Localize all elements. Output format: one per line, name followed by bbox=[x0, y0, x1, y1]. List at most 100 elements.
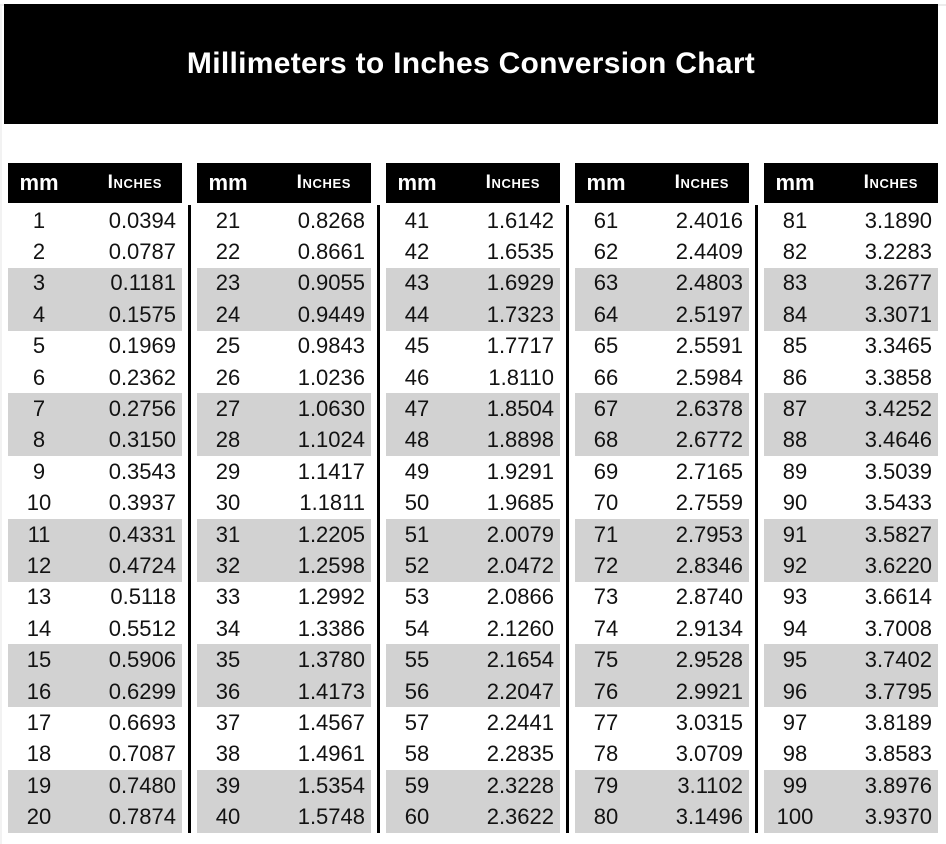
inches-cell: 0.9055 bbox=[297, 270, 365, 296]
mm-cell: 20 bbox=[26, 804, 52, 830]
mm-cell: 50 bbox=[404, 490, 430, 516]
table-row: 49 1.9291 bbox=[386, 456, 560, 487]
table-row: 46 1.8110 bbox=[386, 362, 560, 393]
mm-cell: 97 bbox=[782, 709, 808, 735]
table-row: 36 1.4173 bbox=[197, 675, 371, 708]
mm-cell: 52 bbox=[404, 552, 430, 578]
mm-header-label: mm bbox=[208, 170, 248, 195]
table-row: 75 2.9528 bbox=[575, 644, 749, 676]
table-row: 64 2.5197 bbox=[575, 299, 749, 331]
mm-cell: 69 bbox=[593, 458, 619, 484]
inches-cell: 1.3386 bbox=[297, 615, 365, 641]
mm-cell: 22 bbox=[215, 239, 241, 265]
mm-cell: 73 bbox=[593, 584, 619, 610]
mm-cell: 80 bbox=[593, 804, 619, 830]
table-row: 28 1.1024 bbox=[197, 424, 371, 457]
mm-cell: 33 bbox=[215, 584, 241, 610]
inches-cell: 3.2677 bbox=[864, 270, 932, 296]
inches-cell: 3.7402 bbox=[864, 647, 932, 673]
mm-cell: 88 bbox=[782, 427, 808, 453]
mm-cell: 61 bbox=[593, 207, 619, 233]
mm-cell: 99 bbox=[782, 772, 808, 798]
mm-cell: 34 bbox=[215, 615, 241, 641]
table-row: 86 3.3858 bbox=[764, 362, 938, 393]
inches-cell: 3.8189 bbox=[864, 709, 932, 735]
table-row: 27 1.0630 bbox=[197, 393, 371, 425]
inches-cell: 0.6693 bbox=[108, 709, 176, 735]
mm-cell: 2 bbox=[32, 239, 46, 265]
mm-header-label: mm bbox=[586, 170, 626, 195]
page-title: Millimeters to Inches Conversion Chart bbox=[186, 47, 756, 80]
column-header: mm Inches bbox=[197, 163, 371, 203]
table-row: 17 0.6693 bbox=[8, 707, 182, 738]
table-row: 19 0.7480 bbox=[8, 770, 182, 802]
inches-header-label: Inches bbox=[296, 172, 351, 193]
table-row: 80 3.1496 bbox=[575, 801, 749, 833]
inches-cell: 0.7087 bbox=[108, 741, 176, 767]
inches-cell: 3.4252 bbox=[864, 396, 932, 422]
mm-cell: 3 bbox=[32, 270, 46, 296]
inches-cell: 0.2362 bbox=[108, 364, 176, 390]
inches-cell: 2.6772 bbox=[675, 427, 743, 453]
table-row: 71 2.7953 bbox=[575, 518, 749, 551]
inches-cell: 3.3858 bbox=[864, 364, 932, 390]
mm-cell: 7 bbox=[32, 396, 46, 422]
mm-cell: 68 bbox=[593, 427, 619, 453]
inches-cell: 3.6220 bbox=[864, 552, 932, 578]
table-row: 79 3.1102 bbox=[575, 770, 749, 802]
inches-cell: 1.7717 bbox=[486, 333, 554, 359]
mm-cell: 44 bbox=[404, 301, 430, 327]
table-row: 25 0.9843 bbox=[197, 331, 371, 362]
table-row: 77 3.0315 bbox=[575, 707, 749, 738]
table-row: 83 3.2677 bbox=[764, 267, 938, 300]
table-row: 82 3.2283 bbox=[764, 236, 938, 267]
table-row: 30 1.1811 bbox=[197, 488, 371, 519]
inches-header-label: Inches bbox=[485, 172, 540, 193]
inches-cell: 1.1024 bbox=[297, 427, 365, 453]
table-row: 22 0.8661 bbox=[197, 236, 371, 267]
inches-cell: 3.8976 bbox=[864, 772, 932, 798]
table-row: 32 1.2598 bbox=[197, 550, 371, 582]
inches-cell: 1.8504 bbox=[486, 396, 554, 422]
table-row: 9 0.3543 bbox=[8, 456, 182, 487]
table-row: 94 3.7008 bbox=[764, 613, 938, 644]
mm-cell: 19 bbox=[26, 772, 52, 798]
mm-cell: 84 bbox=[782, 301, 808, 327]
inches-cell: 0.1181 bbox=[110, 270, 176, 296]
table-row: 57 2.2441 bbox=[386, 707, 560, 738]
column-header: mm Inches bbox=[386, 163, 560, 203]
column-separator bbox=[566, 205, 569, 833]
inches-cell: 1.6929 bbox=[486, 270, 554, 296]
table-row: 52 2.0472 bbox=[386, 550, 560, 582]
inches-cell: 1.4173 bbox=[297, 678, 365, 704]
table-row: 11 0.4331 bbox=[8, 518, 182, 551]
table-row: 44 1.7323 bbox=[386, 299, 560, 331]
mm-cell: 96 bbox=[782, 678, 808, 704]
table-row: 29 1.1417 bbox=[197, 456, 371, 487]
inches-cell: 1.1417 bbox=[297, 458, 365, 484]
table-row: 59 2.3228 bbox=[386, 770, 560, 802]
inches-cell: 1.5748 bbox=[297, 804, 365, 830]
mm-cell: 81 bbox=[782, 207, 808, 233]
mm-cell: 49 bbox=[404, 458, 430, 484]
mm-cell: 91 bbox=[782, 521, 808, 547]
mm-cell: 65 bbox=[593, 333, 619, 359]
mm-cell: 23 bbox=[215, 270, 241, 296]
mm-cell: 41 bbox=[404, 207, 430, 233]
inches-cell: 1.4961 bbox=[297, 741, 365, 767]
inches-cell: 3.8583 bbox=[864, 741, 932, 767]
mm-cell: 98 bbox=[782, 741, 808, 767]
mm-cell: 42 bbox=[404, 239, 430, 265]
mm-cell: 85 bbox=[782, 333, 808, 359]
mm-cell: 94 bbox=[782, 615, 808, 641]
mm-cell: 86 bbox=[782, 364, 808, 390]
mm-cell: 67 bbox=[593, 396, 619, 422]
conversion-table: mm Inches 1 0.0394 2 0.0787 3 0.1181 4 0.1575 5 0.1… bbox=[8, 163, 938, 833]
inches-cell: 3.2283 bbox=[864, 239, 932, 265]
inches-cell: 3.5827 bbox=[864, 521, 932, 547]
table-row: 53 2.0866 bbox=[386, 582, 560, 613]
table-row: 34 1.3386 bbox=[197, 613, 371, 644]
inches-cell: 2.1654 bbox=[486, 647, 554, 673]
table-row: 76 2.9921 bbox=[575, 675, 749, 708]
mm-cell: 11 bbox=[27, 521, 51, 547]
